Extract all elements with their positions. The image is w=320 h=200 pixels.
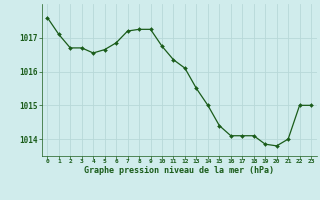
X-axis label: Graphe pression niveau de la mer (hPa): Graphe pression niveau de la mer (hPa) <box>84 166 274 175</box>
